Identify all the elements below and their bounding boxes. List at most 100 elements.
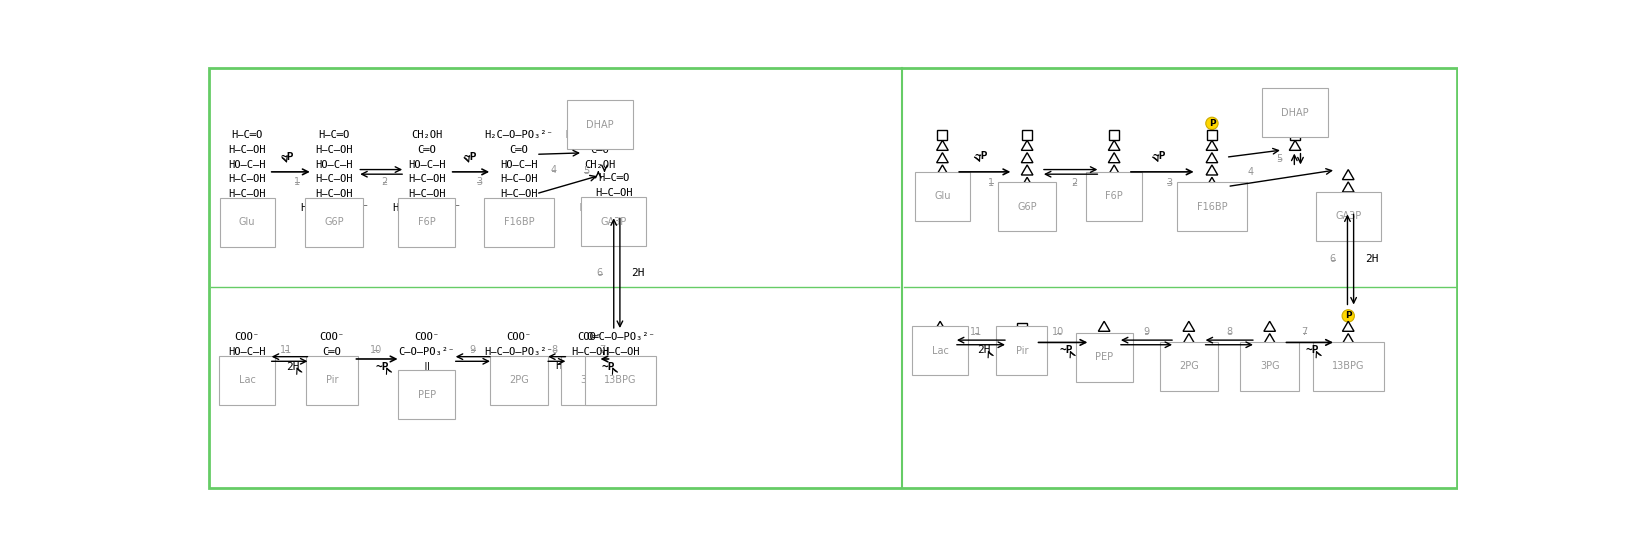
Text: 1: 1 (988, 178, 994, 188)
Text: P: P (1209, 191, 1216, 201)
Circle shape (1342, 348, 1354, 360)
Circle shape (1206, 117, 1219, 130)
Text: CH₂OH: CH₂OH (504, 361, 535, 371)
Text: 3: 3 (1167, 178, 1172, 188)
Text: CH₃: CH₃ (322, 361, 341, 371)
Text: C═O: C═O (510, 145, 528, 155)
Text: H—C—OH: H—C—OH (315, 145, 353, 155)
Text: ~P: ~P (1305, 345, 1320, 355)
Text: 2H: 2H (1365, 255, 1378, 265)
Text: ~P: ~P (1060, 345, 1072, 355)
Text: ~P: ~P (601, 362, 616, 372)
Text: 2PG: 2PG (1180, 361, 1199, 371)
Circle shape (1098, 339, 1110, 351)
Text: ‖: ‖ (424, 361, 429, 372)
Text: H—C—OH: H—C—OH (315, 174, 353, 184)
Circle shape (1289, 117, 1302, 130)
Text: 2PG: 2PG (509, 375, 528, 385)
Polygon shape (1022, 140, 1034, 150)
Text: H₂C—O—PO₃²⁻: H₂C—O—PO₃²⁻ (556, 361, 624, 371)
Circle shape (1342, 197, 1354, 210)
Polygon shape (1108, 165, 1120, 175)
Text: 2H: 2H (977, 345, 991, 355)
Text: Glu: Glu (934, 191, 951, 201)
Text: Pir: Pir (325, 375, 338, 385)
Polygon shape (1022, 153, 1034, 163)
Text: 9: 9 (470, 345, 476, 355)
Text: P: P (1100, 341, 1108, 350)
Text: 4: 4 (551, 166, 557, 175)
Text: 7: 7 (1302, 327, 1308, 337)
Text: COO⁻: COO⁻ (234, 332, 260, 342)
Text: H—C—OH: H—C—OH (595, 188, 632, 198)
Text: HO—C—H: HO—C—H (315, 160, 353, 169)
Text: H₂C—O—PO₃²⁻: H₂C—O—PO₃²⁻ (484, 204, 554, 213)
Text: H—C—OH: H—C—OH (601, 346, 639, 356)
Text: H—C═O: H—C═O (598, 173, 629, 183)
Text: Glu: Glu (239, 217, 255, 227)
Polygon shape (936, 165, 949, 175)
Text: DHAP: DHAP (587, 119, 614, 129)
Polygon shape (1108, 140, 1120, 150)
Text: H₂C—O—PO₃²⁻: H₂C—O—PO₃²⁻ (580, 203, 648, 213)
Text: 2H: 2H (286, 362, 299, 372)
Text: G6P: G6P (1017, 202, 1037, 212)
Polygon shape (936, 177, 949, 188)
Text: P: P (1024, 191, 1030, 201)
Text: 6: 6 (1329, 255, 1336, 265)
Polygon shape (936, 140, 949, 150)
Text: COO⁻: COO⁻ (414, 332, 439, 342)
Text: F6P: F6P (1105, 191, 1123, 201)
Text: 11: 11 (970, 327, 983, 337)
Text: GA3P: GA3P (1336, 211, 1362, 221)
Text: 2: 2 (382, 177, 387, 187)
Text: C—O—PO₃²⁻: C—O—PO₃²⁻ (398, 346, 455, 356)
Text: CH₂OH: CH₂OH (411, 130, 442, 140)
Text: ~P: ~P (975, 151, 988, 161)
Text: H₂C—O—PO₃²⁻: H₂C—O—PO₃²⁻ (392, 204, 462, 213)
Text: 5: 5 (1277, 154, 1282, 164)
Text: H—C—OH: H—C—OH (500, 174, 538, 184)
Text: 3PG: 3PG (1259, 361, 1279, 371)
Text: CH₂OH: CH₂OH (232, 204, 263, 213)
Circle shape (1206, 190, 1219, 202)
Text: C═O: C═O (590, 145, 609, 155)
Text: PEP: PEP (418, 390, 436, 400)
Text: 13BPG: 13BPG (1332, 361, 1365, 371)
Polygon shape (1022, 165, 1034, 175)
Polygon shape (1183, 334, 1194, 344)
Text: H₂C—O—PO₃²⁻: H₂C—O—PO₃²⁻ (301, 204, 369, 213)
Text: ~P: ~P (463, 152, 476, 162)
Text: H—C—OH: H—C—OH (229, 145, 266, 155)
Polygon shape (1206, 153, 1217, 163)
Text: COO⁻: COO⁻ (577, 332, 603, 342)
Circle shape (1183, 348, 1194, 360)
Text: CH₂: CH₂ (418, 376, 436, 386)
Text: H—C—OH: H—C—OH (229, 189, 266, 199)
Text: H—C═O: H—C═O (318, 130, 349, 140)
Text: H—C—OH: H—C—OH (500, 189, 538, 199)
Text: HO—C—H: HO—C—H (408, 160, 445, 169)
Text: HO—C—H: HO—C—H (229, 346, 266, 356)
Polygon shape (1108, 153, 1120, 163)
Text: ~P: ~P (281, 152, 294, 162)
Polygon shape (1022, 177, 1034, 188)
Text: C═O: C═O (418, 145, 436, 155)
Polygon shape (1289, 140, 1302, 150)
Text: HO—C—H: HO—C—H (229, 160, 266, 169)
Text: 3PG: 3PG (580, 375, 600, 385)
Text: H₂C—O—PO₃²⁻: H₂C—O—PO₃²⁻ (587, 361, 655, 371)
Text: 11: 11 (281, 345, 292, 355)
Text: HO—C—H: HO—C—H (500, 160, 538, 169)
Text: Pir: Pir (1016, 346, 1029, 356)
Text: 2: 2 (1071, 178, 1077, 188)
Text: P: P (1209, 119, 1216, 128)
Text: 10: 10 (370, 345, 382, 355)
Text: Lac: Lac (239, 375, 255, 385)
Circle shape (1264, 348, 1276, 360)
Text: H—C—OH: H—C—OH (408, 189, 445, 199)
Polygon shape (1342, 169, 1354, 180)
Polygon shape (1183, 321, 1194, 331)
Polygon shape (1108, 177, 1120, 188)
Polygon shape (1342, 182, 1354, 192)
